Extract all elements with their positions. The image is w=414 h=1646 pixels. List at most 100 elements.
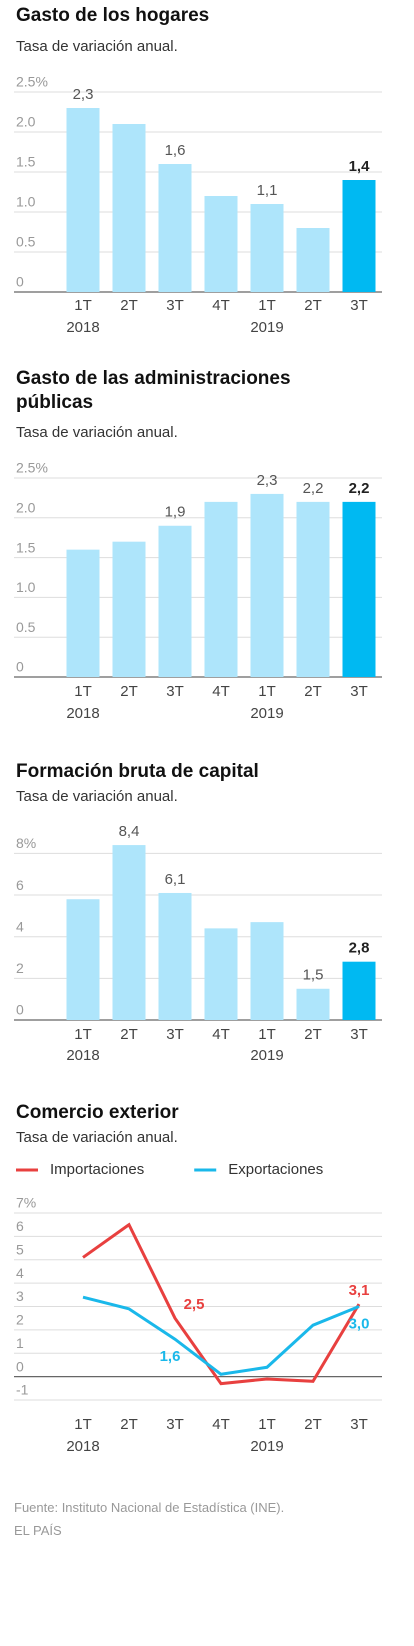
y-tick-label: 1 [16, 1335, 24, 1351]
x-tick-label: 3T [166, 683, 184, 700]
bar [342, 180, 376, 292]
x-tick-label: 2T [304, 1026, 322, 1043]
x-tick-label: 1T [74, 1026, 92, 1043]
y-tick-label: 3 [16, 1288, 24, 1304]
y-tick-label: 1.0 [16, 579, 36, 595]
x-tick-label: 1T [258, 683, 276, 700]
bar [204, 928, 238, 1020]
bar [296, 988, 330, 1020]
value-label: 3,1 [349, 1282, 370, 1299]
bar [112, 845, 146, 1020]
bar [204, 196, 238, 292]
x-tick-label: 3T [350, 1026, 368, 1043]
chart-title: Gasto de las administraciones públicas [16, 368, 291, 413]
credit: EL PAÍS [14, 1523, 62, 1538]
value-label: 2,2 [303, 480, 324, 497]
y-tick-label: 0 [16, 1358, 24, 1374]
bar [158, 892, 192, 1020]
value-label: 1,5 [303, 967, 324, 984]
year-label: 2019 [250, 1438, 283, 1455]
x-tick-label: 2T [120, 297, 138, 314]
bar [296, 501, 330, 677]
x-tick-label: 1T [74, 297, 92, 314]
value-label: 6,1 [165, 871, 186, 888]
source: Fuente: Instituto Nacional de Estadístic… [14, 1500, 285, 1515]
x-tick-label: 3T [166, 297, 184, 314]
x-tick-label: 1T [258, 1416, 276, 1433]
value-label: 1,6 [165, 142, 186, 159]
y-tick-label: 2.5% [16, 460, 48, 476]
y-tick-label: -1 [16, 1382, 29, 1398]
value-label: 1,9 [165, 504, 186, 521]
year-label: 2018 [66, 705, 99, 722]
chart-subtitle: Tasa de variación anual. [16, 38, 178, 55]
year-label: 2019 [250, 1047, 283, 1064]
y-tick-label: 4 [16, 918, 24, 934]
chart-subtitle: Tasa de variación anual. [16, 1129, 178, 1146]
value-label: 2,3 [73, 86, 94, 103]
value-label: 1,6 [160, 1348, 181, 1365]
line [82, 1222, 361, 1386]
y-tick-label: 0.5 [16, 619, 36, 635]
x-tick-label: 1T [258, 1026, 276, 1043]
x-tick-label: 3T [350, 683, 368, 700]
bar [112, 124, 146, 292]
x-tick-label: 2T [120, 683, 138, 700]
y-tick-label: 6 [16, 877, 24, 893]
chart-title: Formación bruta de capital [16, 761, 259, 782]
legend-label: Exportaciones [228, 1161, 323, 1178]
x-tick-label: 1T [74, 1416, 92, 1433]
legend-label: Importaciones [50, 1161, 144, 1178]
value-label: 2,2 [349, 480, 370, 497]
y-tick-label: 0 [16, 274, 24, 290]
bar [296, 228, 330, 292]
chart-title: Comercio exterior [16, 1102, 179, 1123]
y-tick-label: 7% [16, 1195, 36, 1211]
bar [66, 549, 100, 677]
x-tick-label: 4T [212, 1416, 230, 1433]
bar [342, 501, 376, 677]
year-label: 2018 [66, 1438, 99, 1455]
value-label: 3,0 [349, 1315, 370, 1332]
y-tick-label: 2.5% [16, 74, 48, 90]
bar [158, 164, 192, 292]
x-tick-label: 3T [166, 1416, 184, 1433]
x-tick-label: 1T [74, 683, 92, 700]
x-tick-label: 2T [120, 1416, 138, 1433]
y-tick-label: 2 [16, 960, 24, 976]
year-label: 2018 [66, 1047, 99, 1064]
x-tick-label: 4T [212, 1026, 230, 1043]
y-tick-label: 1.5 [16, 154, 36, 170]
x-tick-label: 4T [212, 297, 230, 314]
y-tick-label: 1.0 [16, 194, 36, 210]
value-label: 8,4 [119, 823, 140, 840]
year-label: 2019 [250, 319, 283, 336]
bar [158, 525, 192, 677]
x-tick-label: 4T [212, 683, 230, 700]
y-tick-label: 0 [16, 659, 24, 675]
bar [204, 501, 238, 677]
line [82, 1295, 360, 1376]
bar [112, 541, 146, 677]
y-tick-label: 2 [16, 1312, 24, 1328]
y-tick-label: 0.5 [16, 234, 36, 250]
x-tick-label: 3T [350, 1416, 368, 1433]
year-label: 2018 [66, 319, 99, 336]
value-label: 2,8 [349, 940, 370, 957]
bar [250, 922, 284, 1020]
y-tick-label: 6 [16, 1218, 24, 1234]
x-tick-label: 3T [350, 297, 368, 314]
bar [66, 108, 100, 292]
x-tick-label: 2T [304, 683, 322, 700]
x-tick-label: 3T [166, 1026, 184, 1043]
chart-subtitle: Tasa de variación anual. [16, 788, 178, 805]
x-tick-label: 2T [304, 297, 322, 314]
y-tick-label: 8% [16, 835, 36, 851]
y-tick-label: 4 [16, 1265, 24, 1281]
y-tick-label: 5 [16, 1241, 24, 1257]
x-tick-label: 1T [258, 297, 276, 314]
y-tick-label: 2.0 [16, 114, 36, 130]
y-tick-label: 1.5 [16, 539, 36, 555]
